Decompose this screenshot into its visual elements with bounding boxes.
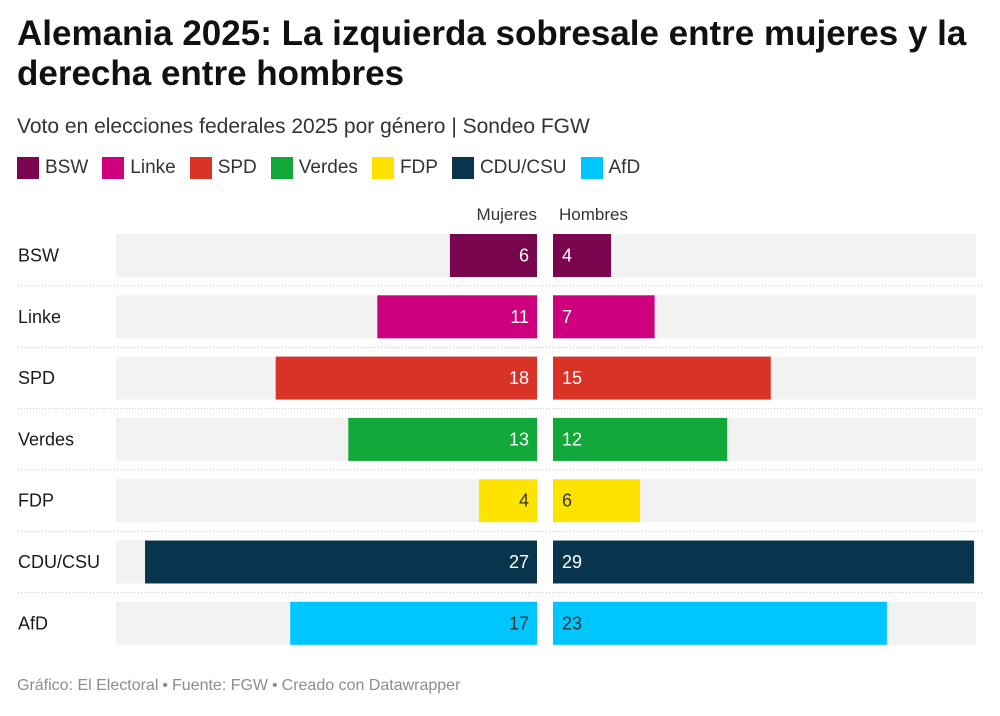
bar-hombres [553, 601, 887, 645]
bar-hombres [553, 234, 612, 277]
legend-swatch [451, 157, 474, 179]
legend: BSW Linke SPD Verdes FDP CDU/CSU AfD [17, 157, 654, 179]
legend-swatch [189, 157, 212, 179]
chart-subtitle: Voto en elecciones federales 2025 por gé… [17, 115, 590, 138]
legend-item-cdu-csu: CDU/CSU [451, 157, 567, 179]
footer-source: Fuente: FGW [172, 677, 269, 694]
legend-label: AfD [608, 157, 641, 178]
bar-hombres [553, 540, 974, 584]
legend-swatch [270, 157, 293, 179]
butterfly-chart: Mujeres Hombres BSW 6 4 Linke 11 7 SPD 18 15 Verdes… [18, 205, 982, 645]
category-label: Linke [18, 307, 61, 327]
chart-footer: Gráfico: El Electoral • Fuente: FGW • Creado… [17, 677, 460, 695]
data-label-hombres: 6 [562, 491, 572, 511]
footer-tool: Creado con Datawrapper [281, 677, 461, 694]
legend-label: SPD [217, 157, 257, 178]
data-label-hombres: 12 [562, 429, 582, 449]
category-label: AfD [18, 613, 48, 633]
data-label-hombres: 29 [562, 552, 582, 572]
bar-track-hombres [553, 234, 976, 277]
legend-label: Verdes [298, 157, 358, 178]
bar-mujeres [377, 295, 537, 339]
legend-swatch [371, 157, 394, 179]
data-label-mujeres: 13 [509, 429, 529, 449]
legend-item-bsw: BSW [17, 157, 88, 179]
category-label: BSW [18, 246, 59, 266]
legend-item-afd: AfD [580, 157, 641, 179]
bar-mujeres [348, 417, 537, 461]
data-label-hombres: 7 [562, 307, 572, 327]
legend-swatch [102, 157, 125, 179]
footer-separator: • [272, 677, 278, 694]
legend-item-linke: Linke [102, 157, 176, 179]
legend-label: FDP [399, 157, 438, 178]
footer-credit: Gráfico: El Electoral [17, 677, 159, 694]
bar-hombres [553, 417, 728, 461]
bar-hombres [553, 479, 641, 523]
legend-item-spd: SPD [189, 157, 257, 179]
data-label-mujeres: 6 [519, 246, 529, 266]
legend-swatch [17, 157, 39, 179]
bar-mujeres [290, 601, 537, 645]
column-header-hombres: Hombres [559, 205, 628, 224]
data-label-mujeres: 17 [509, 613, 529, 633]
data-label-hombres: 23 [562, 613, 582, 633]
data-label-hombres: 4 [562, 246, 572, 266]
bar-mujeres [449, 234, 537, 277]
data-label-mujeres: 4 [519, 491, 529, 511]
bar-mujeres [478, 479, 537, 523]
column-header-mujeres: Mujeres [477, 205, 537, 224]
bar-track-mujeres [116, 479, 537, 523]
legend-item-verdes: Verdes [270, 157, 358, 179]
chart-title: Alemania 2025: La izquierda sobresale en… [17, 14, 967, 93]
category-label: Verdes [18, 429, 74, 449]
bar-mujeres [145, 540, 537, 584]
bar-hombres [553, 356, 771, 400]
bar-hombres [553, 295, 655, 339]
category-label: FDP [18, 491, 54, 511]
data-label-mujeres: 27 [509, 552, 529, 572]
legend-label: Linke [130, 157, 176, 178]
legend-label: BSW [45, 157, 89, 178]
data-label-hombres: 15 [562, 368, 582, 388]
data-label-mujeres: 11 [510, 307, 529, 327]
legend-label: CDU/CSU [479, 157, 567, 178]
bar-mujeres [275, 356, 537, 400]
legend-item-fdp: FDP [371, 157, 438, 179]
legend-swatch [580, 157, 603, 179]
category-label: CDU/CSU [18, 552, 100, 572]
footer-separator: • [162, 677, 168, 694]
category-label: SPD [18, 368, 55, 388]
data-label-mujeres: 18 [509, 368, 529, 388]
